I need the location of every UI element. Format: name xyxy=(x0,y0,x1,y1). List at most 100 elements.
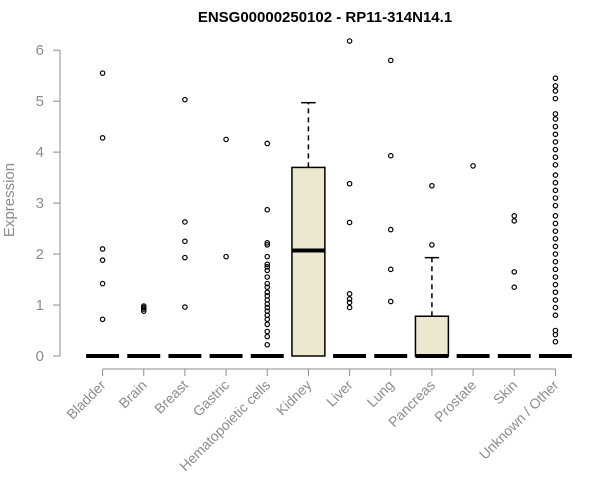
outlier-point xyxy=(223,253,229,260)
outlier-point xyxy=(387,226,394,233)
x-tick-label: Liver xyxy=(323,377,356,410)
outlier-point xyxy=(552,111,559,117)
outlier-point xyxy=(264,242,271,248)
outlier-point xyxy=(552,146,559,153)
outlier-point xyxy=(552,338,559,345)
outlier-point xyxy=(552,75,559,82)
outlier-point xyxy=(552,228,559,234)
y-tick-label: 6 xyxy=(36,42,44,59)
outlier-point xyxy=(552,289,559,296)
y-tick-label: 1 xyxy=(36,297,44,314)
box-prostate xyxy=(456,163,490,358)
outlier-point xyxy=(264,274,271,280)
outlier-point xyxy=(264,261,271,268)
outlier-point xyxy=(264,253,271,260)
outlier-point xyxy=(552,154,559,161)
outlier-point xyxy=(346,219,353,226)
outlier-point xyxy=(264,304,271,311)
outlier-point xyxy=(552,202,559,209)
x-tick-label: Prostate xyxy=(431,377,479,425)
outlier-point xyxy=(552,258,559,265)
outlier-point xyxy=(264,264,271,270)
outlier-point xyxy=(223,136,229,143)
outlier-point xyxy=(99,135,106,141)
outlier-point xyxy=(387,152,394,159)
outlier-point xyxy=(511,269,518,275)
outlier-point xyxy=(264,206,271,213)
outlier-point xyxy=(552,179,559,186)
outlier-point xyxy=(264,140,271,147)
outlier-point xyxy=(552,331,559,338)
y-tick-label: 2 xyxy=(36,246,44,263)
outlier-point xyxy=(552,195,559,201)
outlier-point xyxy=(387,266,394,273)
box-breast xyxy=(168,96,202,358)
x-tick-label: Lung xyxy=(364,377,397,410)
y-tick-label: 3 xyxy=(36,195,44,212)
outlier-point xyxy=(552,162,559,168)
box-lung xyxy=(374,57,408,358)
box-rect xyxy=(414,315,450,357)
box-skin xyxy=(497,213,531,358)
outlier-point xyxy=(99,70,106,76)
outlier-point xyxy=(511,213,518,219)
outlier-point xyxy=(140,306,147,312)
x-tick-label: Breast xyxy=(151,377,191,417)
outlier-point xyxy=(99,257,106,263)
outlier-point xyxy=(552,83,559,89)
outlier-point xyxy=(140,308,147,314)
box-bladder xyxy=(86,70,120,358)
box-pancreas xyxy=(414,182,450,358)
outlier-point xyxy=(429,182,435,189)
outlier-point xyxy=(264,284,271,290)
outlier-point xyxy=(99,246,106,252)
outlier-point xyxy=(99,280,106,287)
x-tick-label: Bladder xyxy=(63,377,109,423)
outlier-point xyxy=(552,139,559,145)
outlier-point xyxy=(387,57,394,64)
x-tick-label: Skin xyxy=(490,377,521,408)
outlier-point xyxy=(264,321,271,328)
outlier-point xyxy=(429,242,435,248)
outlier-point xyxy=(264,301,271,307)
outlier-point xyxy=(182,254,188,261)
outlier-point xyxy=(346,299,353,306)
outlier-point xyxy=(552,213,559,219)
outlier-point xyxy=(552,116,559,122)
outlier-point xyxy=(552,274,559,280)
outlier-point xyxy=(182,304,188,310)
outlier-point xyxy=(511,218,518,224)
outlier-point xyxy=(552,95,559,102)
outlier-point xyxy=(552,88,559,94)
outlier-point xyxy=(552,187,559,194)
y-tick-label: 4 xyxy=(36,144,44,161)
outlier-point xyxy=(264,280,271,287)
boxes-group xyxy=(86,38,572,358)
outlier-point xyxy=(264,328,271,335)
x-tick-label: Kidney xyxy=(273,377,315,419)
y-axis-label: Expression xyxy=(1,163,18,237)
box-gastric xyxy=(209,136,243,358)
outlier-point xyxy=(552,235,559,242)
outlier-point xyxy=(552,312,559,319)
outlier-point xyxy=(264,333,271,340)
outlier-point xyxy=(552,281,559,288)
outlier-point xyxy=(99,316,106,323)
outlier-point xyxy=(264,289,271,296)
x-tick-label: Brain xyxy=(115,377,149,411)
y-axis: 0 1 2 3 4 5 6 xyxy=(36,42,61,365)
outlier-point xyxy=(346,180,353,187)
box-kidney xyxy=(291,101,326,357)
outlier-point xyxy=(552,297,559,303)
outlier-point xyxy=(552,304,559,311)
box-hematopoietic-cells xyxy=(250,140,284,358)
chart-title: ENSG00000250102 - RP11-314N14.1 xyxy=(198,9,452,26)
outlier-point xyxy=(264,240,271,246)
outlier-point xyxy=(182,238,188,245)
outlier-point xyxy=(552,251,559,257)
outlier-point xyxy=(552,131,559,138)
outlier-point xyxy=(511,284,518,290)
box-liver xyxy=(333,38,367,358)
